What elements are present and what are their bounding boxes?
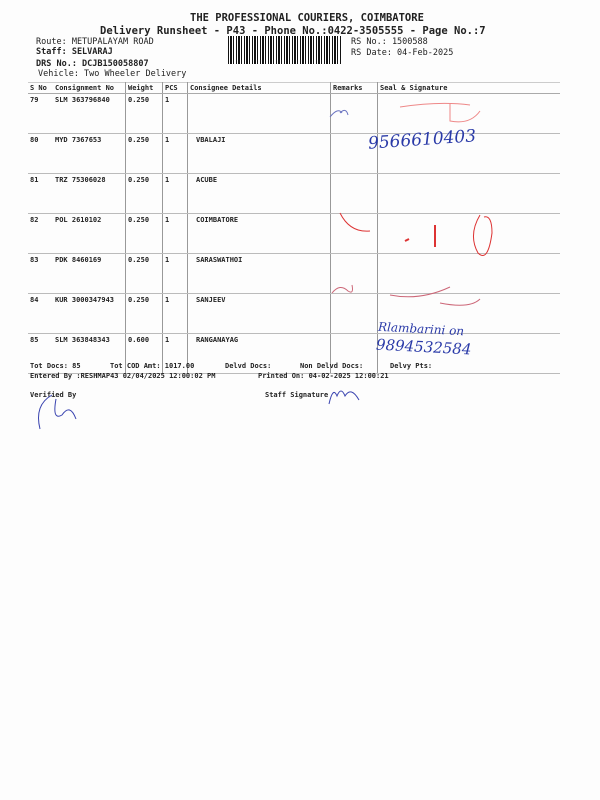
mark-83 [404,225,436,247]
remark-mark-79 [329,109,349,118]
cell-weight: 0.250 [125,293,163,334]
cell-consignee: ACUBE [187,173,331,214]
table-row: 84 KUR 3000347943 0.250 1 SANJEEV [28,293,560,334]
cell-pcs: 1 [162,133,188,174]
verified-by-label: Verified By [30,391,77,399]
cell-consignee [187,93,331,134]
delvy-pts: Delvy Pts: [390,362,433,370]
cell-sno: 79 [28,93,53,134]
cell-consignee: COIMBATORE [187,213,331,254]
staff-signature-label: Staff Signature [265,391,329,399]
signature-79 [399,102,481,123]
staff-signature [328,390,360,405]
table-row: 82 POL 2610102 0.250 1 COIMBATORE [28,213,560,254]
cell-seal [377,133,560,174]
cell-seal [377,333,560,374]
cell-consignee: VBALAJI [187,133,331,174]
cell-weight: 0.250 [125,93,163,134]
cell-remarks [330,93,378,134]
cell-pcs: 1 [162,333,188,374]
tot-docs: Tot Docs: 85 [30,362,81,370]
cell-weight: 0.250 [125,133,163,174]
cell-consignment: MYD 7367653 [53,133,126,174]
cell-sno: 84 [28,293,53,334]
cell-seal [377,253,560,294]
table-row: 83 PDK 8460169 0.250 1 SARASWATHOI [28,253,560,294]
col-seal: Seal & Signature [377,82,560,94]
tot-cod: Tot COD Amt: 1017.00 [110,362,195,370]
drs-no: DRS No.: DCJB150058807 [36,59,149,69]
delvd-docs: Delvd Docs: [225,362,272,370]
staff: Staff: SELVARAJ [36,47,113,57]
cell-remarks [330,133,378,174]
signature-82 [339,212,493,256]
cell-seal [377,213,560,254]
table-row: 80 MYD 7367653 0.250 1 VBALAJI [28,133,560,174]
cell-seal [377,173,560,214]
table-row: 81 TRZ 75306028 0.250 1 ACUBE [28,173,560,214]
printed-on: Printed On: 04-02-2025 12:00:21 [258,372,389,380]
cell-remarks [330,253,378,294]
cell-sno: 85 [28,333,53,374]
table-row: 85 SLM 363848343 0.600 1 RANGANAYAG [28,333,560,374]
cell-pcs: 1 [162,213,188,254]
cell-seal [377,293,560,334]
entered-by: Entered By :RESHMAP43 02/04/2025 12:00:0… [30,372,216,380]
cell-remarks [330,213,378,254]
cell-sno: 81 [28,173,53,214]
col-weight: Weight [125,82,163,94]
cell-consignment: TRZ 75306028 [53,173,126,214]
table-row: 79 SLM 363796840 0.250 1 [28,93,560,134]
cell-remarks [330,333,378,374]
cell-consignee: SARASWATHOI [187,253,331,294]
cell-sno: 83 [28,253,53,294]
cell-seal [377,93,560,134]
cell-remarks [330,173,378,214]
cell-pcs: 1 [162,293,188,334]
delivery-table: S No Consignment No Weight PCS Consignee… [28,82,560,374]
cell-sno: 80 [28,133,53,174]
signature-84 [331,284,481,306]
col-consignment: Consignment No [53,82,126,94]
col-consignee: Consignee Details [187,82,331,94]
cell-weight: 0.250 [125,173,163,214]
cell-consignment: SLM 363796840 [53,93,126,134]
company-name: THE PROFESSIONAL COURIERS, COIMBATORE [190,12,424,24]
col-remarks: Remarks [330,82,378,94]
runsheet-title: Delivery Runsheet - P43 - Phone No.:0422… [100,25,486,37]
cell-pcs: 1 [162,253,188,294]
handwritten-marks [329,102,493,306]
cell-remarks [330,293,378,334]
cell-pcs: 1 [162,93,188,134]
vehicle: Vehicle: Two Wheeler Delivery [38,69,187,79]
cell-weight: 0.250 [125,213,163,254]
col-sno: S No [28,82,53,94]
cell-consignment: PDK 8460169 [53,253,126,294]
cell-consignment: POL 2610102 [53,213,126,254]
cell-weight: 0.250 [125,253,163,294]
cell-sno: 82 [28,213,53,254]
cell-consignee: SANJEEV [187,293,331,334]
col-pcs: PCS [162,82,188,94]
cell-consignment: KUR 3000347943 [53,293,126,334]
rs-date: RS Date: 04-Feb-2025 [351,48,454,58]
verified-signature [38,394,77,430]
cell-pcs: 1 [162,173,188,214]
rs-no: RS No.: 1500588 [351,37,428,47]
barcode [228,36,342,64]
cell-consignee: RANGANAYAG [187,333,331,374]
route: Route: METUPALAYAM ROAD [36,37,154,47]
cell-consignment: SLM 363848343 [53,333,126,374]
non-delvd-docs: Non Delvd Docs: [300,362,364,370]
cell-weight: 0.600 [125,333,163,374]
